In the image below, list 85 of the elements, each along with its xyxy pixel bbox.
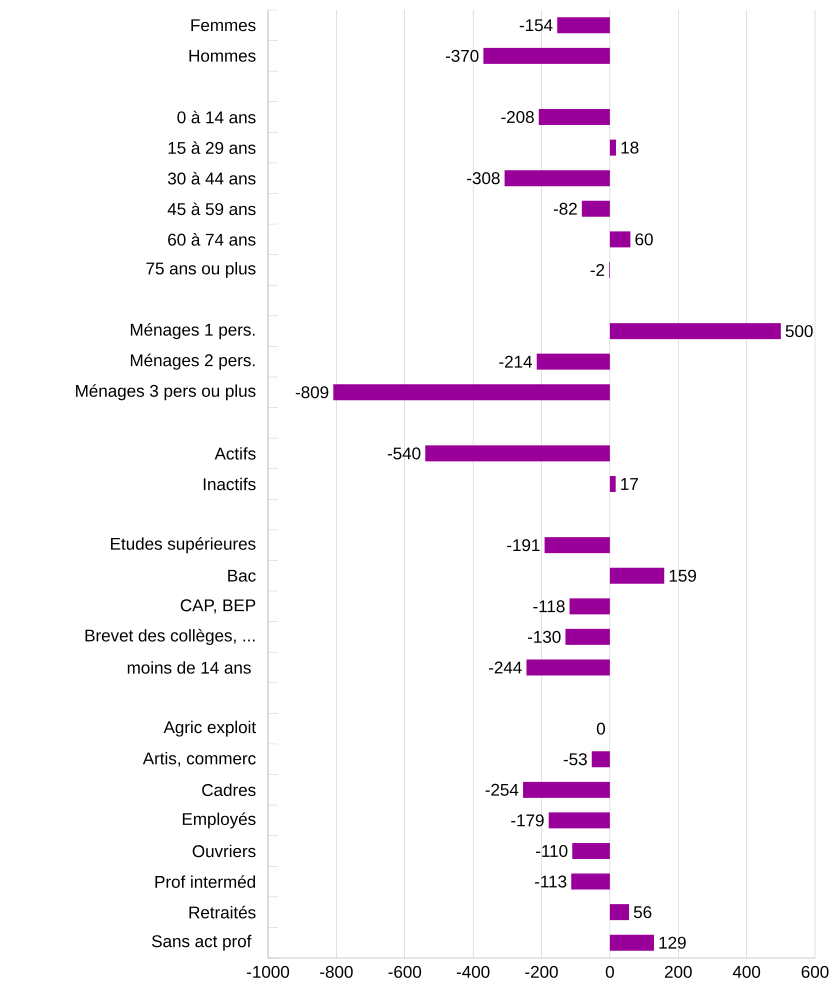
data-label: -179 bbox=[511, 814, 544, 826]
data-label: 60 bbox=[635, 233, 653, 246]
bar bbox=[544, 537, 610, 554]
bar bbox=[610, 323, 781, 340]
bar bbox=[610, 231, 630, 248]
data-label: -370 bbox=[446, 50, 479, 62]
data-label: 18 bbox=[622, 142, 638, 154]
data-label: -214 bbox=[499, 356, 532, 368]
bar bbox=[536, 354, 610, 370]
data-label: -130 bbox=[528, 630, 561, 643]
bar bbox=[582, 200, 610, 217]
bar bbox=[557, 17, 610, 34]
y-tick-label: Etudes supérieures bbox=[111, 537, 256, 554]
data-label: -110 bbox=[536, 844, 568, 858]
x-tick-label: 400 bbox=[732, 966, 760, 978]
y-tick-label: 60 à 74 ans bbox=[168, 233, 256, 246]
bar bbox=[610, 476, 616, 492]
bar bbox=[570, 598, 610, 614]
y-tick-label: Ménages 1 pers. bbox=[130, 323, 255, 340]
y-tick-label: Bac bbox=[228, 570, 256, 582]
data-label: -244 bbox=[488, 662, 522, 674]
y-tick-label: 75 ans ou plus bbox=[146, 262, 256, 278]
data-label: -53 bbox=[564, 753, 587, 766]
data-label: -308 bbox=[467, 172, 500, 184]
y-tick-label: 30 à 44 ans bbox=[168, 172, 256, 185]
data-label: -113 bbox=[535, 876, 566, 888]
data-label: 500 bbox=[786, 325, 813, 338]
bar bbox=[610, 568, 664, 584]
data-label: 56 bbox=[634, 906, 652, 918]
data-label: -809 bbox=[296, 386, 328, 398]
bar bbox=[538, 109, 610, 126]
bar bbox=[483, 48, 610, 64]
bar bbox=[523, 782, 610, 798]
bar bbox=[610, 904, 630, 920]
bar bbox=[610, 934, 654, 951]
y-tick-label: Agric exploit bbox=[164, 720, 256, 737]
y-tick-label: Retraités bbox=[190, 906, 256, 918]
data-label: -208 bbox=[501, 111, 534, 124]
bar bbox=[526, 659, 610, 676]
data-label: -154 bbox=[520, 19, 553, 32]
x-tick-label: -800 bbox=[320, 966, 353, 978]
data-label: -2 bbox=[590, 264, 604, 276]
x-tick-label: 0 bbox=[606, 966, 614, 978]
y-tick-label: Sans act prof bbox=[152, 934, 252, 951]
y-tick-label: Inactifs bbox=[204, 478, 256, 490]
bar bbox=[571, 874, 610, 890]
data-label: 159 bbox=[670, 570, 696, 582]
y-tick-label: Artis, commerc bbox=[142, 752, 256, 766]
x-tick-label: -400 bbox=[456, 966, 490, 978]
x-tick-label: -1000 bbox=[247, 966, 290, 978]
data-label: 17 bbox=[621, 478, 638, 490]
data-label: -191 bbox=[507, 539, 540, 552]
y-tick-label: Ménages 2 pers. bbox=[130, 354, 255, 370]
bar bbox=[565, 628, 610, 645]
y-tick-label: Cadres bbox=[202, 784, 256, 796]
x-tick-label: 200 bbox=[664, 966, 692, 978]
data-label: -540 bbox=[388, 447, 420, 460]
y-tick-label: moins de 14 ans bbox=[128, 661, 251, 674]
y-tick-label: Hommes bbox=[190, 50, 256, 62]
y-tick-label: Prof interméd bbox=[155, 875, 256, 888]
y-tick-label: Femmes bbox=[191, 19, 256, 32]
bar bbox=[425, 445, 610, 462]
y-tick-label: 45 à 59 ans bbox=[168, 202, 256, 216]
bar bbox=[333, 384, 610, 400]
data-label: -82 bbox=[554, 202, 577, 215]
data-label: -118 bbox=[533, 600, 565, 612]
y-tick-label: Employés bbox=[182, 812, 256, 828]
data-label: 0 bbox=[596, 722, 606, 735]
bar bbox=[610, 140, 616, 156]
bar bbox=[592, 751, 610, 768]
x-tick-label: 600 bbox=[802, 966, 829, 978]
data-label: -254 bbox=[486, 784, 518, 796]
y-tick-label: Brevet des collèges, ... bbox=[86, 628, 255, 645]
y-tick-label: 0 à 14 ans bbox=[177, 110, 256, 124]
y-tick-label: Ouvriers bbox=[192, 844, 256, 858]
x-tick-label: -200 bbox=[525, 966, 558, 978]
y-tick-label: Ménages 3 pers ou plus bbox=[76, 384, 256, 400]
x-tick-label: -600 bbox=[388, 966, 422, 978]
y-tick-label: Actifs bbox=[214, 447, 256, 460]
bar bbox=[504, 170, 610, 186]
y-tick-label: 15 à 29 ans bbox=[168, 141, 256, 154]
y-tick-label: CAP, BEP bbox=[180, 599, 256, 614]
bar bbox=[572, 842, 610, 859]
data-label: 129 bbox=[659, 936, 686, 949]
bar bbox=[548, 812, 610, 828]
